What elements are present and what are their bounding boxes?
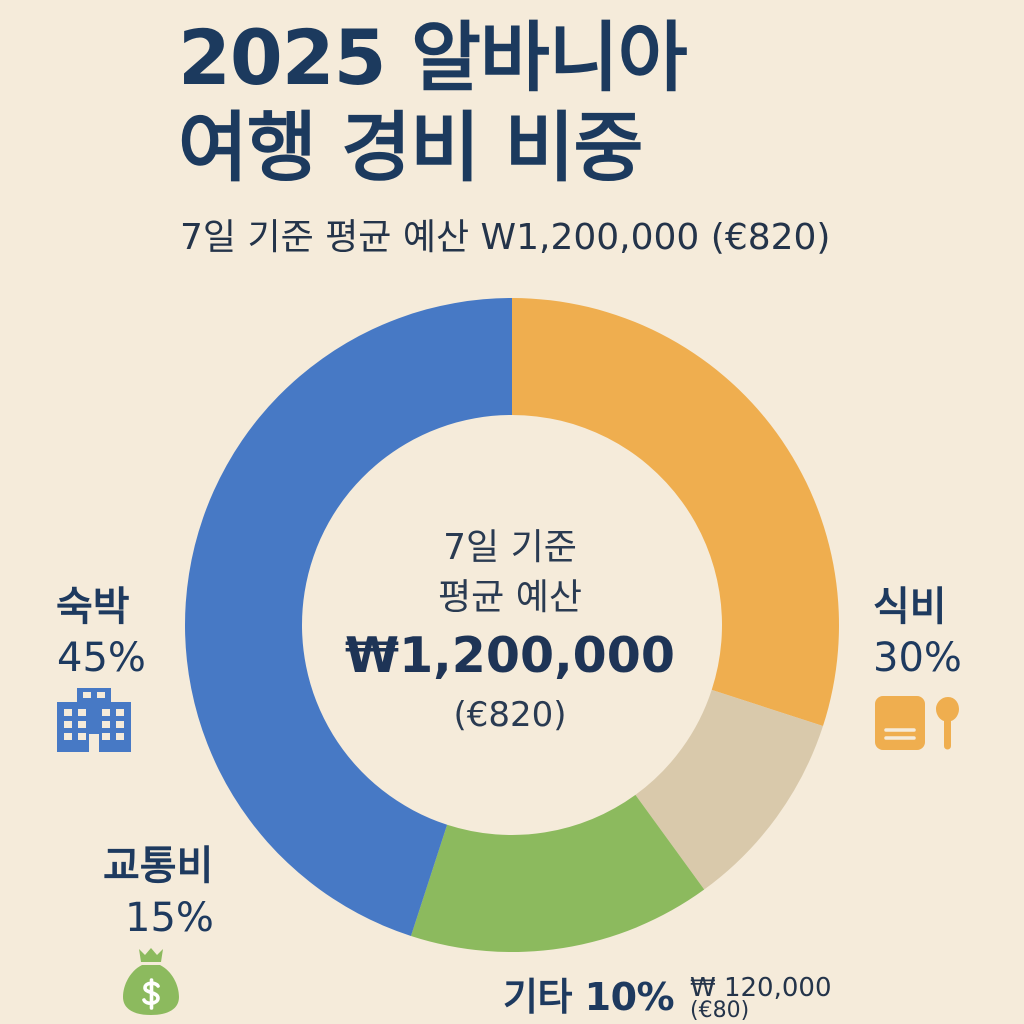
- donut-slice-4: [635, 689, 823, 890]
- slice-value-food: 30%: [873, 635, 962, 681]
- center-label-line-2: 평균 예산: [438, 577, 582, 618]
- food-icon: [875, 696, 959, 750]
- plate-lines: [884, 728, 916, 740]
- chart-title-line-2: 여행 경비 비중: [178, 103, 643, 192]
- slice-label-lodging: 숙박: [56, 584, 130, 630]
- dollar-sign-icon: [142, 978, 160, 1010]
- donut-slice-1: [184, 298, 512, 936]
- donut-slice-2: [512, 298, 840, 727]
- building-windows: [64, 692, 124, 752]
- other-amount-krw: ₩ 120,000: [690, 973, 832, 1003]
- slice-label-food: 식비: [873, 584, 947, 630]
- slice-category-other: 기타: [503, 975, 572, 1019]
- donut-slice-3: [410, 794, 705, 953]
- other-amount-eur: (€80): [690, 998, 750, 1023]
- slice-value-lodging: 45%: [57, 635, 146, 681]
- chart-subtitle: 7일 기준 평균 예산 W1,200,000 (€820): [180, 217, 831, 258]
- center-total-amount: ₩1,200,000: [345, 627, 675, 684]
- chart-title-line-1: 2025 알바니아: [178, 13, 688, 102]
- plate-icon: [875, 696, 925, 750]
- center-total-amount-eur: (€820): [453, 695, 567, 735]
- slice-value-other: 10%: [584, 975, 675, 1019]
- slice-label-other: 기타 10%: [503, 975, 675, 1019]
- center-label-line-1: 7일 기준: [443, 527, 577, 568]
- building-icon: [57, 688, 131, 752]
- money-bag-icon: [123, 948, 179, 1015]
- building-body: [57, 688, 131, 752]
- slice-label-transport: 교통비: [103, 843, 214, 889]
- spoon-icon: [936, 697, 959, 750]
- slice-value-transport: 15%: [125, 895, 214, 941]
